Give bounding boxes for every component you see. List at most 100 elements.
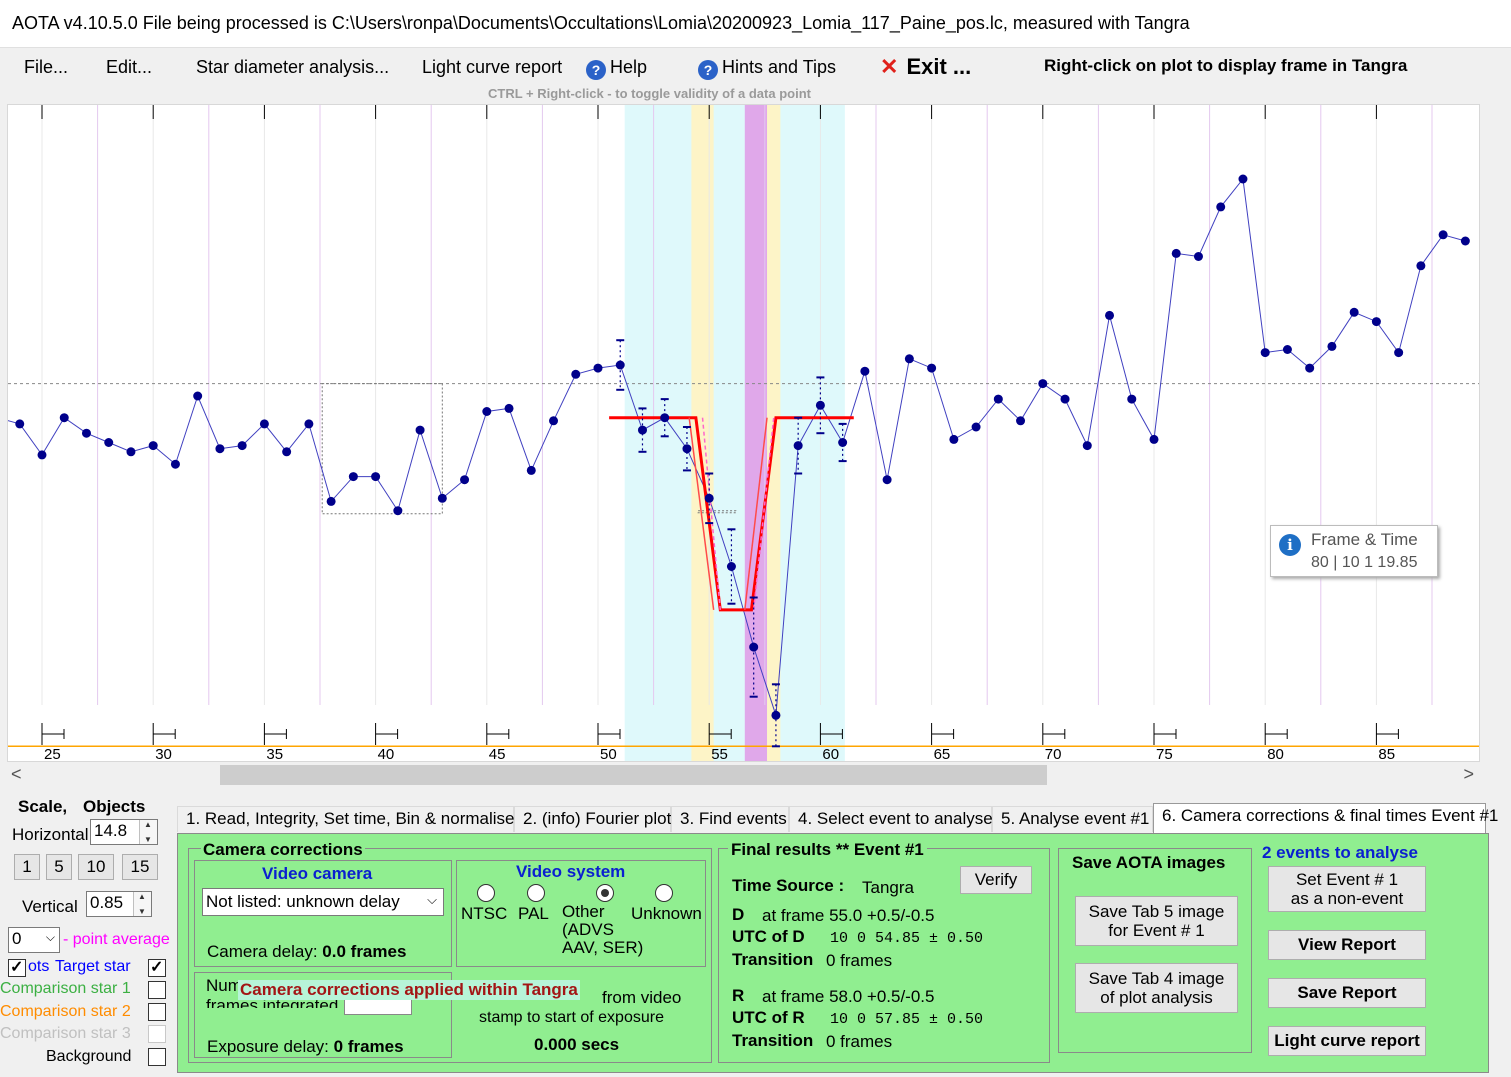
point-average-select[interactable]: 0 ⌵ bbox=[8, 927, 60, 953]
menu-help[interactable]: ? Help bbox=[586, 57, 647, 80]
view-report-button[interactable]: View Report bbox=[1268, 930, 1426, 960]
dots-checkbox[interactable] bbox=[8, 957, 26, 977]
exposure-delay: Exposure delay: 0 frames bbox=[207, 1037, 404, 1057]
scroll-thumb[interactable] bbox=[220, 765, 1047, 785]
data-point bbox=[1460, 236, 1470, 246]
utc-r-value: 10 0 57.85 ± 0.50 bbox=[830, 1011, 984, 1028]
data-point bbox=[1305, 363, 1315, 373]
tab-read-integrity[interactable]: 1. Read, Integrity, Set time, Bin & norm… bbox=[177, 806, 515, 832]
data-point bbox=[993, 394, 1003, 404]
model-curve-dashed-r bbox=[752, 417, 775, 610]
data-point bbox=[815, 400, 825, 410]
x-tick-label: 65 bbox=[934, 746, 951, 762]
save-tab5-button[interactable]: Save Tab 5 image for Event # 1 bbox=[1075, 896, 1238, 946]
data-point bbox=[1149, 434, 1159, 444]
save-tab4-button[interactable]: Save Tab 4 image of plot analysis bbox=[1075, 963, 1238, 1013]
data-point bbox=[59, 413, 69, 423]
scroll-left-icon[interactable]: < bbox=[11, 764, 22, 784]
tab-analyse-event[interactable]: 5. Analyse event #1 bbox=[992, 806, 1153, 832]
close-icon: ✕ bbox=[880, 54, 899, 79]
tab-fourier-plot[interactable]: 2. (info) Fourier plot bbox=[514, 806, 671, 832]
data-point bbox=[971, 422, 981, 432]
horizontal-label: Horizontal bbox=[12, 825, 89, 844]
background-checkbox[interactable] bbox=[148, 1048, 166, 1066]
x-tick-label: 40 bbox=[378, 746, 395, 762]
data-point bbox=[1238, 174, 1248, 184]
x-tick-label: 55 bbox=[711, 746, 728, 762]
dots-label: ots bbox=[28, 958, 50, 975]
data-point bbox=[1349, 307, 1359, 317]
pal-label: PAL bbox=[518, 904, 549, 923]
data-point bbox=[282, 447, 292, 457]
data-point bbox=[549, 416, 559, 426]
horizontal-scrollbar[interactable]: < > bbox=[7, 762, 1480, 788]
horizontal-spinner[interactable]: 14.8 bbox=[90, 819, 158, 845]
data-point bbox=[15, 419, 25, 429]
video-camera-group bbox=[194, 860, 452, 967]
x-tick-label: 85 bbox=[1378, 746, 1395, 762]
data-point bbox=[237, 441, 247, 451]
ntsc-label: NTSC bbox=[461, 904, 508, 923]
menu-light-curve-report[interactable]: Light curve report bbox=[422, 57, 563, 77]
scroll-right-icon[interactable]: > bbox=[1463, 764, 1474, 784]
data-point bbox=[637, 425, 647, 435]
save-report-button[interactable]: Save Report bbox=[1268, 978, 1426, 1008]
from-video-label: from video bbox=[602, 988, 682, 1007]
vertical-spinner[interactable]: 0.85 bbox=[86, 891, 152, 917]
data-point bbox=[326, 496, 336, 506]
radio-other[interactable] bbox=[596, 884, 614, 902]
data-point bbox=[571, 369, 581, 379]
video-system-group bbox=[456, 860, 706, 967]
spinner-arrows-icon[interactable] bbox=[133, 892, 151, 916]
light-curve-report-button[interactable]: Light curve report bbox=[1268, 1026, 1426, 1056]
tab-find-events[interactable]: 3. Find events bbox=[671, 806, 789, 832]
comparison-star-3-checkbox bbox=[148, 1025, 166, 1043]
menu-star-diameter[interactable]: Star diameter analysis... bbox=[196, 57, 390, 77]
menu-hints[interactable]: ? Hints and Tips bbox=[698, 57, 836, 80]
zoom-button-15[interactable]: 15 bbox=[122, 854, 158, 880]
menu-exit[interactable]: ✕ Exit ... bbox=[880, 54, 971, 80]
set-non-event-button[interactable]: Set Event # 1 as a non-event bbox=[1268, 866, 1426, 912]
zoom-button-10[interactable]: 10 bbox=[78, 854, 114, 880]
comparison-star-3-label: Comparison star 3 bbox=[0, 1025, 131, 1042]
data-point bbox=[860, 366, 870, 376]
data-point bbox=[593, 363, 603, 373]
events-title: 2 events to analyse bbox=[1262, 843, 1418, 862]
x-tick-label: 75 bbox=[1156, 746, 1173, 762]
comparison-star-1-checkbox[interactable] bbox=[148, 981, 166, 999]
r-label: R bbox=[732, 986, 745, 1005]
background-label: Background bbox=[46, 1048, 132, 1065]
vertical-label: Vertical bbox=[22, 897, 78, 916]
target-star-checkbox[interactable] bbox=[148, 957, 166, 977]
verify-button[interactable]: Verify bbox=[960, 866, 1032, 894]
comparison-star-2-checkbox[interactable] bbox=[148, 1003, 166, 1021]
other-label: Other (ADVS AAV, SER) bbox=[562, 902, 644, 957]
radio-ntsc[interactable] bbox=[477, 884, 495, 902]
spinner-arrows-icon[interactable] bbox=[139, 820, 157, 844]
x-tick-label: 70 bbox=[1045, 746, 1062, 762]
radio-pal[interactable] bbox=[527, 884, 545, 902]
data-point bbox=[726, 562, 736, 571]
data-point bbox=[304, 419, 314, 429]
zoom-button-5[interactable]: 5 bbox=[46, 854, 72, 880]
x-tick-label: 60 bbox=[822, 746, 839, 762]
data-point bbox=[1082, 441, 1092, 451]
plot-svg[interactable]: 25 30 35 40 45 50 55 60 65 70 75 80 85 bbox=[8, 105, 1480, 762]
menu-edit[interactable]: Edit... bbox=[106, 57, 153, 77]
chevron-down-icon: ⌵ bbox=[427, 892, 437, 907]
radio-unknown[interactable] bbox=[655, 884, 673, 902]
num-frames-label: Num bbox=[206, 976, 242, 995]
tab-select-event[interactable]: 4. Select event to analyse bbox=[789, 806, 993, 832]
menu-exit-label: Exit ... bbox=[906, 54, 972, 79]
camera-corrections-title: Camera corrections bbox=[201, 840, 365, 860]
camera-select[interactable]: Not listed: unknown delay ⌵ bbox=[202, 888, 444, 916]
region-cyan bbox=[624, 105, 845, 761]
chevron-down-icon: ⌵ bbox=[45, 930, 55, 944]
data-point bbox=[1171, 248, 1181, 258]
point-average-label: - point average bbox=[63, 931, 170, 948]
menu-file[interactable]: File... bbox=[24, 57, 69, 77]
data-point bbox=[371, 472, 381, 482]
light-curve-plot[interactable]: 25 30 35 40 45 50 55 60 65 70 75 80 85 bbox=[7, 104, 1480, 762]
tab-camera-corrections[interactable]: 6. Camera corrections & final times Even… bbox=[1153, 803, 1498, 833]
zoom-button-1[interactable]: 1 bbox=[14, 854, 40, 880]
